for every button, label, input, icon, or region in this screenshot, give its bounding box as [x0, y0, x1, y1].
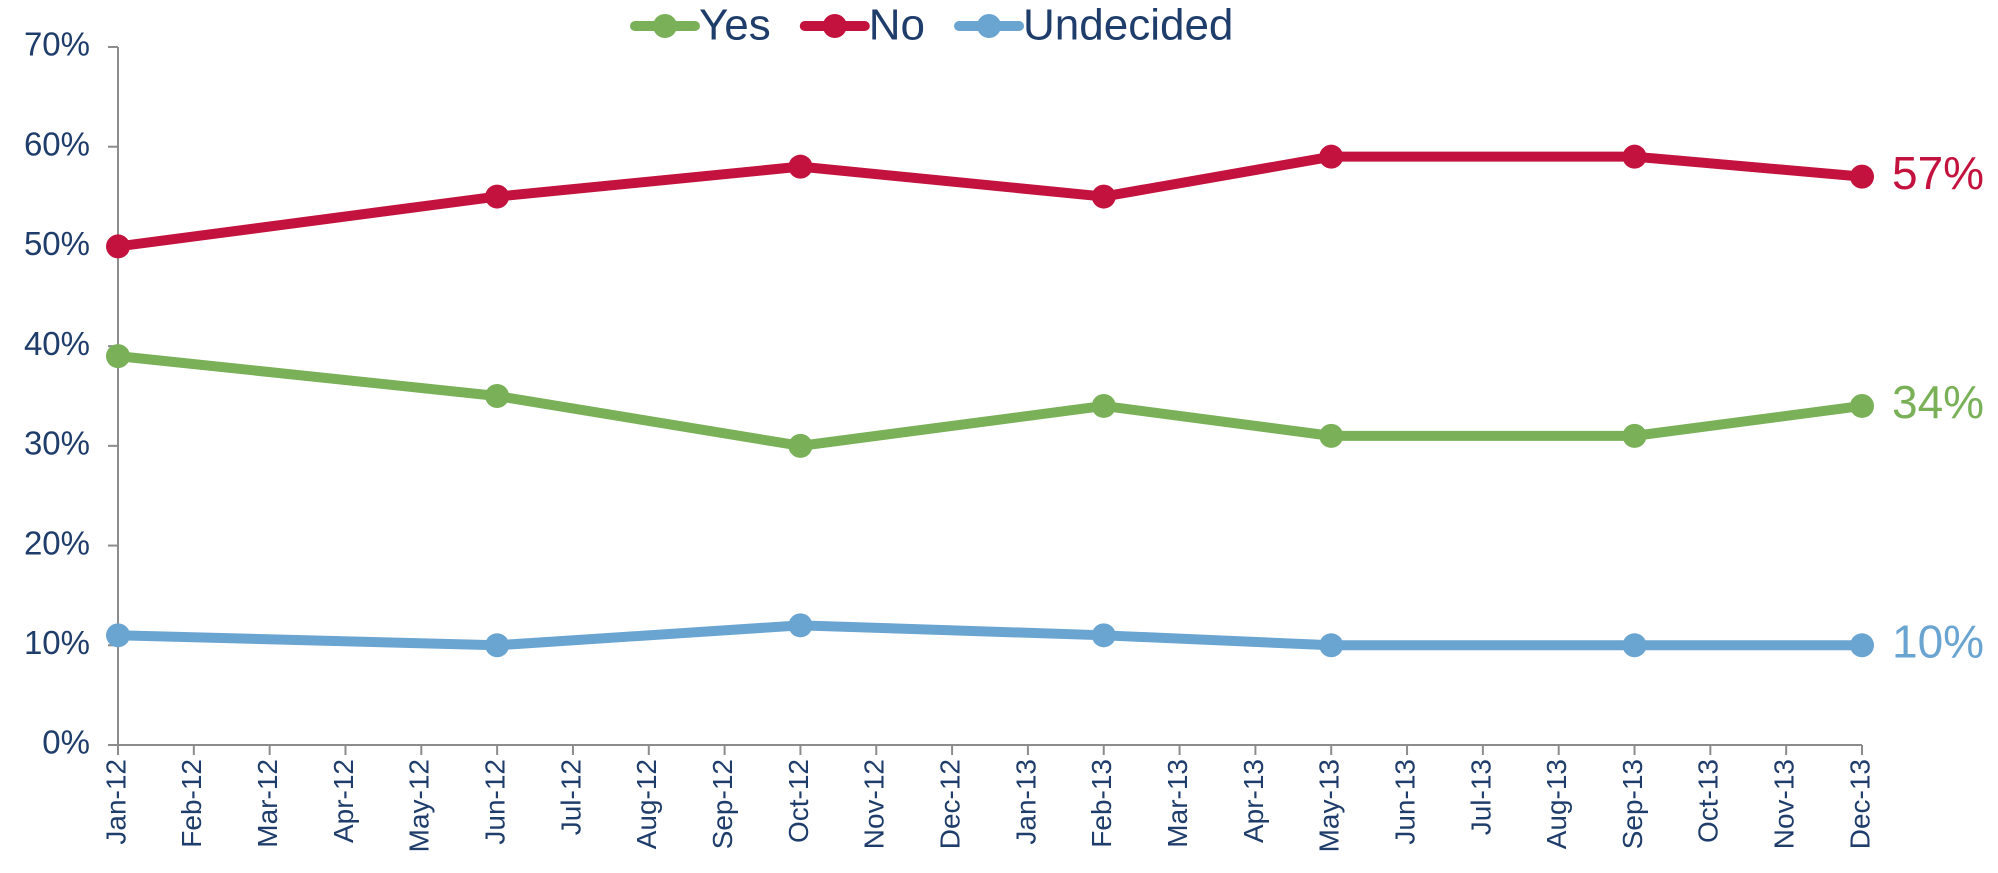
- x-tick-label: Aug-12: [631, 759, 662, 849]
- data-point: [1622, 423, 1647, 448]
- data-point: [1319, 423, 1344, 448]
- x-tick-label: Aug-13: [1541, 759, 1572, 849]
- data-point: [106, 234, 130, 259]
- data-point: [1319, 144, 1344, 169]
- x-tick-label: Jan-13: [1010, 759, 1041, 845]
- y-tick-label: 50%: [24, 225, 90, 262]
- x-tick-label: Jul-12: [555, 759, 586, 835]
- data-point: [1091, 393, 1116, 418]
- y-tick-label: 10%: [24, 624, 90, 661]
- x-tick-label: Nov-12: [859, 759, 890, 849]
- y-tick-label: 60%: [24, 125, 90, 162]
- data-point: [1622, 144, 1647, 169]
- legend-marker: [822, 14, 847, 38]
- x-tick-label: Feb-13: [1086, 759, 1117, 848]
- data-point: [1319, 633, 1344, 658]
- x-tick-label: Dec-13: [1844, 759, 1875, 849]
- data-point: [106, 623, 130, 648]
- data-point: [485, 384, 510, 408]
- x-tick-label: Sep-12: [707, 759, 738, 849]
- series-line: [117, 151, 1863, 252]
- x-tick-label: Jun-12: [480, 759, 511, 845]
- data-point: [106, 344, 130, 369]
- data-point: [788, 154, 813, 179]
- data-point: [485, 633, 510, 658]
- x-tick-label: Mar-13: [1162, 759, 1193, 848]
- legend-label: No: [869, 1, 925, 50]
- data-point: [788, 613, 813, 638]
- x-tick-label: Jan-12: [100, 759, 131, 845]
- x-tick-label: Apr-12: [328, 759, 359, 843]
- x-tick-label: Sep-13: [1617, 759, 1648, 849]
- x-tick-label: Oct-12: [783, 759, 814, 843]
- data-label: 57%: [1892, 147, 1984, 199]
- data-label: 34%: [1892, 376, 1984, 428]
- data-point: [788, 433, 813, 458]
- x-tick-label: Jul-13: [1465, 759, 1496, 835]
- data-point: [1622, 633, 1647, 658]
- data-label: 10%: [1892, 615, 1984, 667]
- y-tick-label: 40%: [24, 325, 90, 362]
- y-tick-label: 0%: [42, 724, 90, 761]
- series-line: [117, 351, 1863, 451]
- x-tick-label: Nov-13: [1769, 759, 1800, 849]
- data-point: [1850, 164, 1874, 189]
- x-tick-label: Feb-12: [176, 759, 207, 848]
- y-tick-label: 70%: [24, 26, 90, 63]
- x-tick-label: May-12: [404, 759, 435, 852]
- data-point: [1850, 393, 1874, 418]
- series-line: [117, 620, 1862, 651]
- legend-label: Yes: [699, 1, 771, 50]
- x-tick-label: Apr-13: [1238, 759, 1269, 843]
- x-tick-label: Dec-12: [934, 759, 965, 849]
- legend-marker: [653, 14, 677, 38]
- legend-label: Undecided: [1023, 1, 1233, 50]
- legend-marker: [977, 14, 1002, 38]
- x-tick-label: Mar-12: [252, 759, 283, 848]
- y-tick-label: 30%: [24, 425, 90, 462]
- data-point: [1091, 623, 1116, 648]
- data-point: [485, 184, 510, 209]
- data-point: [1850, 633, 1874, 658]
- data-point: [1091, 184, 1116, 209]
- x-tick-label: May-13: [1314, 759, 1345, 852]
- y-tick-label: 20%: [24, 524, 90, 561]
- x-tick-label: Jun-13: [1389, 759, 1420, 845]
- x-tick-label: Oct-13: [1693, 759, 1724, 843]
